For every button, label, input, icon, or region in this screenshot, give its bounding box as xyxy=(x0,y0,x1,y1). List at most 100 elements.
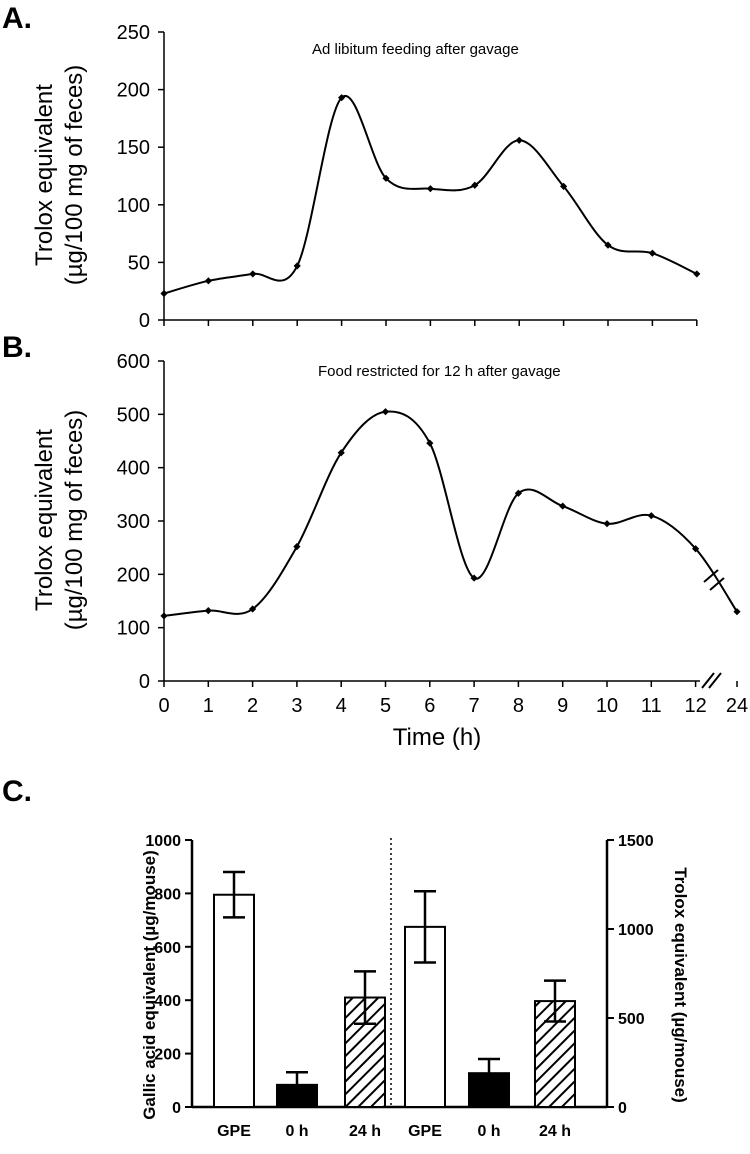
panel-a-data-point xyxy=(249,270,257,278)
panel-c-category-label: GPE xyxy=(217,1123,251,1140)
panel-b-x-ticks: 0 1 2 3 4 5 6 7 8 9 10 11 12 24 xyxy=(158,681,748,717)
panel-a-data-point xyxy=(160,289,168,298)
panel-a-data-point xyxy=(693,270,701,278)
panel-c-right-ylabel: Trolox equivalent (µg/mouse) xyxy=(671,867,690,1103)
panel-c-left-tick-label: 400 xyxy=(154,993,181,1010)
panel-b-xtick-label: 12 xyxy=(684,695,706,717)
panel-a-ylabel-line2: (µg/100 mg of feces) xyxy=(61,65,88,286)
panel-a-data-point xyxy=(648,249,656,257)
panel-c-left-tick-label: 200 xyxy=(154,1047,181,1064)
panel-b-data-point xyxy=(381,408,390,416)
panel-b-ytick-label: 100 xyxy=(117,618,150,640)
panel-b-xlabel: Time (h) xyxy=(393,724,481,751)
panel-b: B. Food restricted for 12 h after gavage… xyxy=(2,331,748,751)
panel-a-annotation: Ad libitum feeding after gavage xyxy=(312,41,519,58)
panel-b-data-point xyxy=(603,520,611,528)
panel-a-data-point xyxy=(426,185,434,193)
panel-b-xtick-label: 4 xyxy=(336,695,347,717)
panel-a-data-point xyxy=(515,136,523,144)
panel-c-left-tick-label: 0 xyxy=(172,1100,181,1117)
panel-c-error-bar xyxy=(223,870,245,919)
panel-a-data-point xyxy=(560,182,568,190)
panel-a-ytick-label: 200 xyxy=(117,80,150,102)
panel-a-points xyxy=(160,94,701,298)
panel-b-data-point xyxy=(692,545,700,553)
panel-b-data-point xyxy=(733,608,741,616)
panel-b-ytick-label: 0 xyxy=(139,671,150,693)
panel-b-xtick-label: 6 xyxy=(424,695,435,717)
panel-c-category-label: 24 h xyxy=(349,1123,381,1140)
panel-b-xtick-label: 7 xyxy=(469,695,480,717)
panel-c-left-ticks: 0 200 400 600 800 1000 xyxy=(145,833,192,1117)
panel-b-y-ticks: 0 100 200 300 400 500 600 xyxy=(117,351,164,693)
panel-a-data-point xyxy=(204,277,212,285)
panel-c-category-label: 0 h xyxy=(285,1123,308,1140)
panel-b-xtick-label: 9 xyxy=(557,695,568,717)
panel-b-points xyxy=(160,408,741,620)
panel-c-right-tick-label: 1500 xyxy=(618,833,654,850)
panel-a: A. Ad libitum feeding after gavage Trolo… xyxy=(2,2,701,332)
panel-a-y-ticks: 0 50 100 150 200 250 xyxy=(117,22,164,332)
panel-a-data-point xyxy=(338,94,346,102)
panel-a-data-point xyxy=(471,181,479,189)
panel-a-ylabel-line1: Trolox equivalent xyxy=(31,84,58,266)
panel-c-error-bar xyxy=(354,970,376,1025)
panel-a-ytick-label: 0 xyxy=(139,310,150,332)
panel-b-ytick-label: 600 xyxy=(117,351,150,373)
panel-b-data-point xyxy=(647,512,655,520)
panel-c-error-bar xyxy=(286,1071,308,1099)
panel-b-data-point xyxy=(514,489,522,497)
panel-c-left-tick-label: 600 xyxy=(154,940,181,957)
panel-b-data-point xyxy=(559,502,567,510)
panel-b-series-line xyxy=(163,410,738,617)
panel-b-data-point xyxy=(293,543,301,551)
panel-b-data-point xyxy=(337,449,345,457)
panel-a-ytick-label: 250 xyxy=(117,22,150,44)
panel-b-xtick-label: 1 xyxy=(203,695,214,717)
panel-c-left-tick-label: 1000 xyxy=(145,833,181,850)
panel-b-axis-break-mark xyxy=(701,672,722,689)
panel-a-ytick-label: 100 xyxy=(117,195,150,217)
panel-c-category-label: GPE xyxy=(408,1123,442,1140)
panel-b-data-point xyxy=(249,605,257,613)
panel-c-bar-gae-gpe xyxy=(213,893,255,1108)
panel-b-data-point xyxy=(160,612,168,620)
panel-c-error-bar xyxy=(544,979,566,1023)
panel-b-xtick-label: 3 xyxy=(291,695,302,717)
panel-a-ytick-label: 150 xyxy=(117,137,150,159)
panel-b-data-point xyxy=(426,439,434,447)
panel-b-data-point xyxy=(204,607,212,615)
panel-c-right-ticks: 0 500 1000 1500 xyxy=(607,833,654,1117)
panel-b-annotation: Food restricted for 12 h after gavage xyxy=(318,363,561,380)
panel-b-xtick-label: 10 xyxy=(596,695,618,717)
panel-b-ytick-label: 400 xyxy=(117,458,150,480)
panel-a-ylabel: Trolox equivalent (µg/100 mg of feces) xyxy=(31,65,88,286)
panel-b-data-point xyxy=(470,574,478,582)
panel-b-ylabel-line2: (µg/100 mg of feces) xyxy=(61,410,88,631)
panel-c-right-tick-label: 0 xyxy=(618,1100,627,1117)
panel-c-error-bar xyxy=(414,890,436,964)
panel-a-data-point xyxy=(604,241,612,249)
panel-b-xtick-label: 8 xyxy=(513,695,524,717)
panel-b-ylabel-line1: Trolox equivalent xyxy=(31,429,58,611)
panel-a-data-point xyxy=(382,174,390,182)
panel-b-ytick-label: 300 xyxy=(117,511,150,533)
panel-c-left-tick-label: 800 xyxy=(154,886,181,903)
panel-c: C. Gallic acid equivalent (µg/mouse) Tro… xyxy=(2,775,690,1140)
panel-b-ytick-label: 500 xyxy=(117,404,150,426)
panel-c-x-ticks: GPE 0 h 24 h GPE 0 h 24 h xyxy=(217,1123,571,1140)
panel-b-ytick-label: 200 xyxy=(117,564,150,586)
panel-c-left-ylabel: Gallic acid equivalent (µg/mouse) xyxy=(140,850,159,1120)
panel-b-xtick-label: 24 xyxy=(726,695,748,717)
panel-a-ytick-label: 50 xyxy=(128,252,150,274)
panel-b-xtick-label: 5 xyxy=(380,695,391,717)
panel-a-letter: A. xyxy=(2,2,32,35)
panel-a-x-ticks xyxy=(163,320,698,326)
panel-c-right-tick-label: 500 xyxy=(618,1011,645,1028)
panel-b-ylabel: Trolox equivalent (µg/100 mg of feces) xyxy=(31,410,88,631)
panel-b-line-break-mark xyxy=(703,569,725,591)
panel-c-right-tick-label: 1000 xyxy=(618,922,654,939)
panel-c-bars xyxy=(213,870,576,1109)
panel-c-error-bar xyxy=(478,1057,500,1089)
